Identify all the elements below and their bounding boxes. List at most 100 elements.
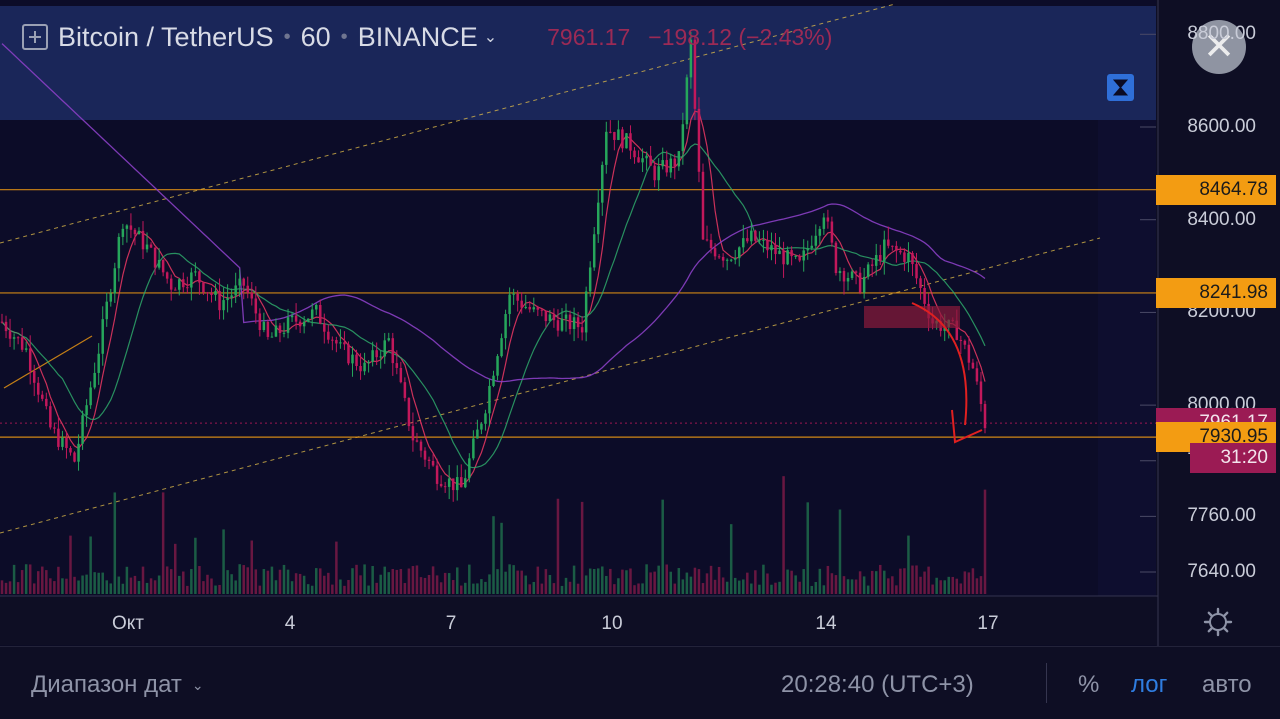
volume-bar — [693, 567, 697, 594]
volume-bar — [202, 581, 205, 594]
add-symbol-icon[interactable] — [22, 24, 48, 50]
chevron-down-icon[interactable]: ⌄ — [483, 29, 498, 46]
exchange-name[interactable]: BINANCE — [357, 21, 478, 52]
percent-scale-toggle[interactable]: % — [1078, 671, 1100, 698]
settings-gear-icon[interactable] — [1203, 607, 1233, 637]
volume-bar — [512, 565, 515, 594]
candle-body — [89, 387, 92, 406]
volume-bar — [605, 575, 608, 594]
volume-bar — [12, 564, 16, 594]
symbol-name[interactable]: Bitcoin / TetherUS — [58, 21, 274, 52]
candle-body — [520, 300, 523, 308]
volume-bar — [548, 575, 552, 594]
candle-body — [238, 278, 241, 286]
volume-bar — [395, 569, 399, 594]
candle-body — [838, 271, 842, 274]
candle-body — [532, 307, 536, 310]
candle-body — [294, 315, 298, 322]
candle-body — [41, 394, 44, 399]
volume-bar — [592, 569, 596, 594]
candle-body — [125, 225, 129, 229]
close-button[interactable]: ✕ — [1192, 20, 1246, 74]
candle-body — [790, 250, 793, 257]
candle-body — [347, 344, 350, 364]
candle-body — [375, 350, 378, 358]
volume-bar — [979, 576, 983, 594]
candle-body — [37, 382, 40, 395]
candle-body — [137, 230, 141, 235]
price-axis-label: 7760.00 — [1187, 505, 1256, 527]
candle-body — [359, 366, 362, 372]
volume-bar — [190, 569, 193, 594]
candle-body — [61, 437, 64, 447]
candle-body — [407, 397, 411, 427]
price-change: −198.12 (−2.43%) — [648, 23, 833, 50]
volume-bar — [65, 578, 68, 594]
volume-bar — [258, 585, 262, 594]
scroll-to-realtime-button[interactable] — [1107, 74, 1134, 101]
clock-timezone[interactable]: 20:28:40 (UTC+3) — [781, 671, 974, 698]
candle-body — [496, 356, 499, 376]
candle-body — [371, 350, 374, 362]
candle-body — [214, 290, 217, 295]
volume-bar — [681, 579, 685, 594]
range-highlight — [0, 6, 1156, 120]
volume-bar — [250, 540, 254, 594]
date-range-button[interactable]: Диапазон дат ⌄ — [31, 671, 204, 699]
candle-body — [65, 437, 68, 449]
volume-bar — [649, 572, 652, 594]
volume-bar — [838, 509, 842, 594]
candle-body — [617, 129, 620, 140]
candle-body — [633, 150, 636, 158]
candle-body — [641, 158, 644, 163]
candle-body — [576, 317, 580, 328]
symbol-legend[interactable]: Bitcoin / TetherUS • 60 • BINANCE ⌄ 7961… — [22, 20, 832, 54]
volume-bar — [516, 570, 519, 594]
volume-bar — [53, 581, 56, 594]
candle-body — [826, 217, 830, 222]
volume-bar — [677, 568, 681, 594]
candle-body — [411, 426, 415, 441]
volume-bar — [963, 571, 967, 594]
volume-bar — [367, 585, 370, 594]
candle-body — [592, 234, 596, 268]
candle-body — [540, 309, 544, 311]
candle-body — [447, 478, 451, 487]
candle-body — [153, 247, 157, 268]
candle-body — [653, 165, 656, 181]
volume-bar — [24, 564, 28, 594]
volume-bar — [943, 580, 946, 594]
candle-body — [669, 158, 673, 173]
candle-body — [395, 363, 399, 368]
trend-line-upper — [0, 3, 896, 244]
candle-body — [250, 292, 254, 299]
volume-bar — [351, 568, 354, 594]
volume-bar — [407, 568, 411, 594]
arrow-head — [951, 409, 983, 444]
candle-body — [943, 326, 946, 331]
volume-bar — [423, 577, 427, 594]
candle-body — [572, 317, 576, 330]
candle-body — [544, 310, 548, 322]
volume-bar — [186, 585, 189, 594]
candle-body — [625, 133, 628, 149]
candle-body — [484, 413, 487, 424]
separator-dot: • — [340, 25, 348, 48]
volume-bar — [798, 581, 801, 594]
trend-line-lower — [0, 237, 1101, 534]
candle-body — [742, 238, 745, 248]
auto-scale-toggle[interactable]: авто — [1202, 671, 1252, 698]
log-scale-toggle[interactable]: лог — [1131, 671, 1168, 698]
time-axis-label: 4 — [284, 613, 296, 634]
candle-body — [343, 342, 346, 345]
interval-value[interactable]: 60 — [300, 21, 331, 52]
volume-bar — [955, 578, 959, 594]
volume-bar — [339, 579, 342, 594]
volume-bar — [431, 566, 435, 594]
volume-bar — [717, 566, 721, 594]
volume-bar — [661, 499, 664, 594]
volume-bar — [306, 584, 310, 594]
candle-body — [218, 290, 221, 311]
